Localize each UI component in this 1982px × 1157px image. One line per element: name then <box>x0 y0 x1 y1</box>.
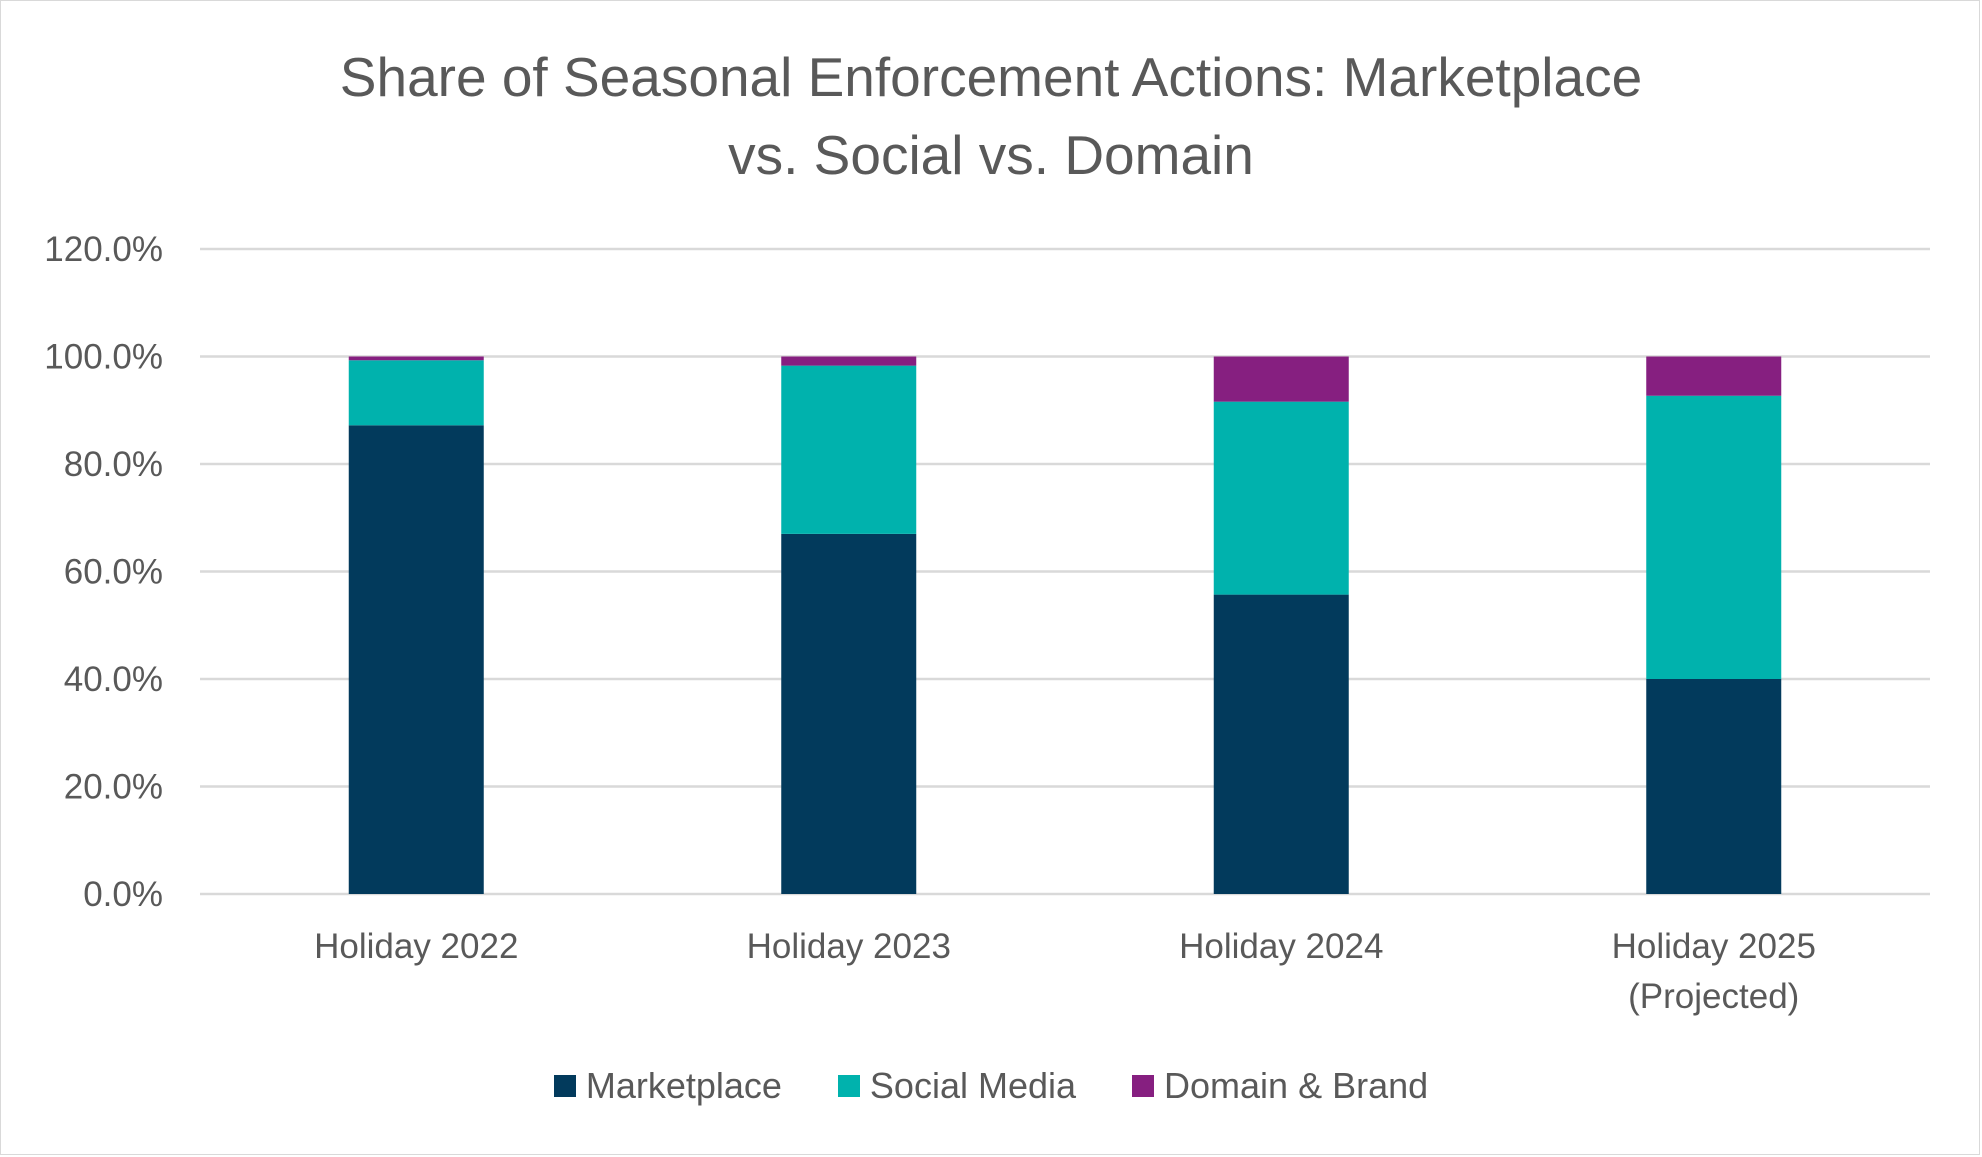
legend-swatch-marketplace <box>553 1075 576 1097</box>
bar-segment-domain-brand <box>1646 356 1782 396</box>
bar-segment-social-media <box>348 360 484 426</box>
bar-segment-social-media <box>1213 401 1349 595</box>
x-tick-label: Holiday 2023 <box>747 927 951 966</box>
bar-segment-marketplace <box>1646 679 1782 894</box>
bar-segment-domain-brand <box>1213 356 1349 402</box>
y-tick-label: 120.0% <box>44 230 163 269</box>
legend-swatch-social-media <box>837 1075 860 1097</box>
y-tick-label: 100.0% <box>44 338 163 377</box>
x-tick-label: (Projected) <box>1628 977 1799 1016</box>
bar-segment-social-media <box>781 365 917 534</box>
legend-item-social-media: Social Media <box>837 1065 1077 1107</box>
bar-segment-marketplace <box>1213 594 1349 894</box>
legend-label-domain-brand: Domain & Brand <box>1164 1065 1429 1106</box>
chart-title-line-2: vs. Social vs. Domain <box>728 124 1254 186</box>
bar-segment-domain-brand <box>781 356 917 366</box>
legend: Marketplace Social Media Domain & Brand <box>0 1065 1982 1107</box>
x-tick-label: Holiday 2025 <box>1612 927 1816 966</box>
legend-item-domain-brand: Domain & Brand <box>1132 1065 1428 1107</box>
y-tick-label: 20.0% <box>64 768 163 807</box>
x-tick-label: Holiday 2022 <box>314 927 518 966</box>
bar-segment-social-media <box>1646 395 1782 679</box>
y-tick-label: 40.0% <box>64 660 163 699</box>
y-tick-label: 80.0% <box>64 445 163 484</box>
y-tick-label: 60.0% <box>64 553 163 592</box>
legend-swatch-domain-brand <box>1132 1075 1155 1097</box>
bar-segment-domain-brand <box>348 356 484 361</box>
legend-label-social-media: Social Media <box>869 1065 1077 1106</box>
chart-title: Share of Seasonal Enforcement Actions: M… <box>0 38 1982 194</box>
bar-segment-marketplace <box>348 425 484 894</box>
chart-title-line-1: Share of Seasonal Enforcement Actions: M… <box>339 46 1643 108</box>
bar-segment-marketplace <box>781 533 917 894</box>
x-tick-label: Holiday 2024 <box>1179 927 1383 966</box>
legend-item-marketplace: Marketplace <box>553 1065 782 1107</box>
y-tick-label: 0.0% <box>83 875 163 914</box>
legend-label-marketplace: Marketplace <box>585 1065 782 1106</box>
